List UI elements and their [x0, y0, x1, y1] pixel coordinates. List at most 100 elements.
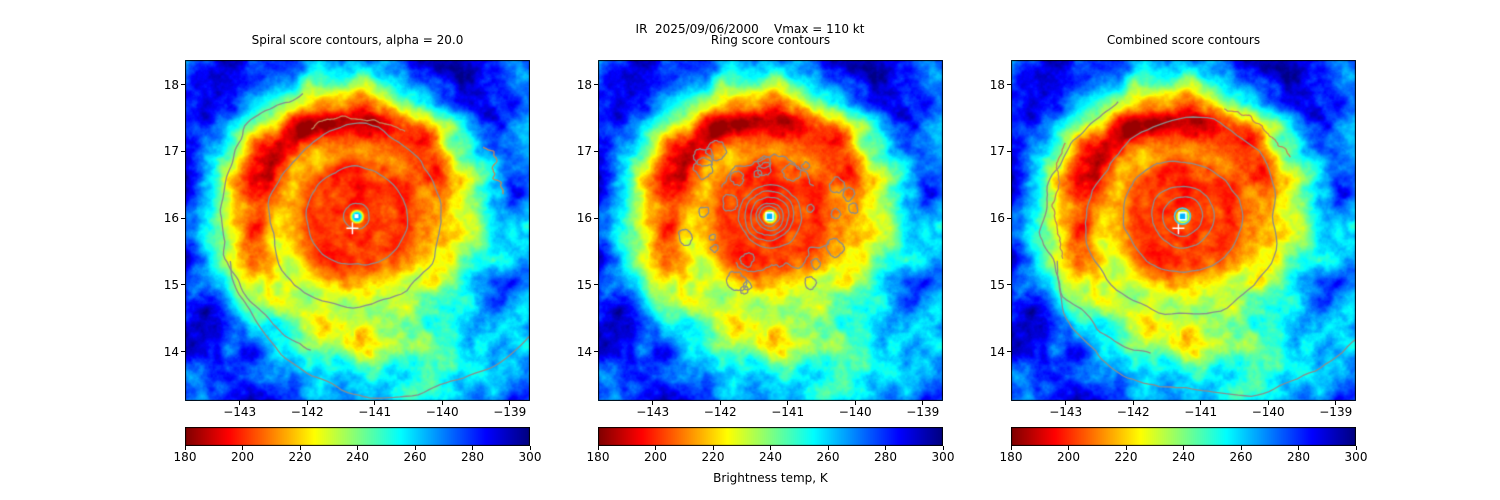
colorbar-tick-label: 180 [173, 450, 197, 464]
tick-mark [1065, 401, 1067, 405]
tick-mark [1007, 150, 1011, 152]
panel-ring-score: Ring score contours −143 −142 −141 −140 −139… [577, 0, 955, 500]
tick-mark [942, 446, 944, 450]
tick-mark [594, 217, 598, 219]
y-tick-label: 15 [576, 277, 592, 292]
tick-mark [509, 401, 511, 405]
tick-mark [242, 446, 243, 450]
tick-mark [181, 351, 185, 353]
tick-mark [357, 446, 358, 450]
tick-mark [1007, 351, 1011, 353]
tick-mark [1132, 401, 1134, 405]
panel-title: Ring score contours [710, 33, 831, 47]
x-tick-label: −142 [703, 405, 737, 419]
colorbar-tick-label: 240 [1172, 450, 1195, 464]
y-tick-label: 14 [989, 344, 1005, 359]
y-tick-label: 15 [163, 277, 179, 292]
tick-mark [441, 401, 443, 405]
tick-mark [655, 446, 656, 450]
panel-title: Combined score contours [1106, 33, 1261, 47]
y-tick-label: 17 [163, 144, 179, 159]
ir-map-canvas [185, 60, 530, 401]
x-tick-label: −143 [1049, 405, 1083, 419]
tick-mark [1007, 284, 1011, 286]
x-tick-label: −141 [358, 405, 392, 419]
y-tick-label: 14 [576, 344, 592, 359]
tick-mark [184, 446, 186, 450]
tick-mark [1068, 446, 1069, 450]
tick-mark [414, 446, 416, 450]
ir-map-canvas [1011, 60, 1356, 401]
colorbar-tick-label: 280 [461, 450, 484, 464]
panel-title: Spiral score contours, alpha = 20.0 [251, 33, 464, 47]
ir-map-canvas [598, 60, 943, 401]
y-tick-label: 17 [989, 144, 1005, 159]
y-tick-label: 16 [989, 211, 1005, 226]
colorbar-tick-label: 220 [701, 450, 725, 464]
tick-mark [181, 284, 185, 286]
colorbar-tick-label: 280 [874, 450, 897, 464]
x-tick-label: −141 [1184, 405, 1218, 419]
colorbar-tick-label: 220 [1114, 450, 1138, 464]
y-tick-label: 18 [163, 77, 179, 92]
tick-mark [712, 446, 714, 450]
tick-mark [594, 150, 598, 152]
tick-mark [181, 217, 185, 219]
x-tick-label: −142 [1116, 405, 1150, 419]
x-tick-label: −140 [1251, 405, 1285, 419]
panel-spiral-score: Spiral score contours, alpha = 20.0 −143… [164, 0, 542, 500]
y-tick-label: 16 [163, 211, 179, 226]
tick-mark [922, 401, 924, 405]
panel-combined-score: Combined score contours −143 −142 −141 −140… [990, 0, 1368, 500]
tick-mark [181, 84, 185, 86]
colorbar-tick-label: 240 [759, 450, 782, 464]
tick-mark [597, 446, 599, 450]
x-tick-label: −142 [290, 405, 324, 419]
colorbar-tick-label: 180 [999, 450, 1023, 464]
tick-mark [374, 401, 376, 405]
colorbar-canvas [1011, 427, 1356, 446]
tick-mark [787, 401, 789, 405]
tick-mark [652, 401, 654, 405]
x-tick-label: −140 [838, 405, 872, 419]
tick-mark [854, 401, 856, 405]
colorbar-tick-label: 300 [1344, 450, 1368, 464]
x-tick-label: −141 [771, 405, 805, 419]
colorbar-canvas [185, 427, 530, 446]
tick-mark [1007, 217, 1011, 219]
tick-mark [239, 401, 241, 405]
x-tick-label: −139 [1319, 405, 1353, 419]
colorbar-canvas [598, 427, 943, 446]
tick-mark [719, 401, 721, 405]
tick-mark [306, 401, 308, 405]
colorbar-tick-label: 300 [518, 450, 542, 464]
colorbar-tick-label: 300 [931, 450, 955, 464]
tick-mark [1240, 446, 1242, 450]
tick-mark [1183, 446, 1184, 450]
y-tick-label: 17 [576, 144, 592, 159]
colorbar-tick-label: 280 [1287, 450, 1310, 464]
colorbar-tick-label: 200 [644, 450, 667, 464]
tick-mark [1010, 446, 1012, 450]
tick-mark [1007, 84, 1011, 86]
tick-mark [1267, 401, 1269, 405]
tick-mark [1125, 446, 1127, 450]
tick-mark [472, 446, 473, 450]
y-tick-label: 18 [576, 77, 592, 92]
x-tick-label: −143 [636, 405, 670, 419]
x-tick-label: −140 [425, 405, 459, 419]
tick-mark [1355, 446, 1357, 450]
colorbar-tick-label: 260 [816, 450, 840, 464]
tick-mark [181, 150, 185, 152]
tick-mark [770, 446, 771, 450]
y-tick-label: 14 [163, 344, 179, 359]
tick-mark [885, 446, 886, 450]
x-tick-label: −139 [493, 405, 527, 419]
y-tick-label: 15 [989, 277, 1005, 292]
x-tick-label: −143 [223, 405, 257, 419]
tick-mark [594, 284, 598, 286]
figure-suptitle: IR 2025/09/06/2000 Vmax = 110 kt [635, 22, 865, 36]
tick-mark [529, 446, 531, 450]
colorbar-tick-label: 180 [586, 450, 610, 464]
